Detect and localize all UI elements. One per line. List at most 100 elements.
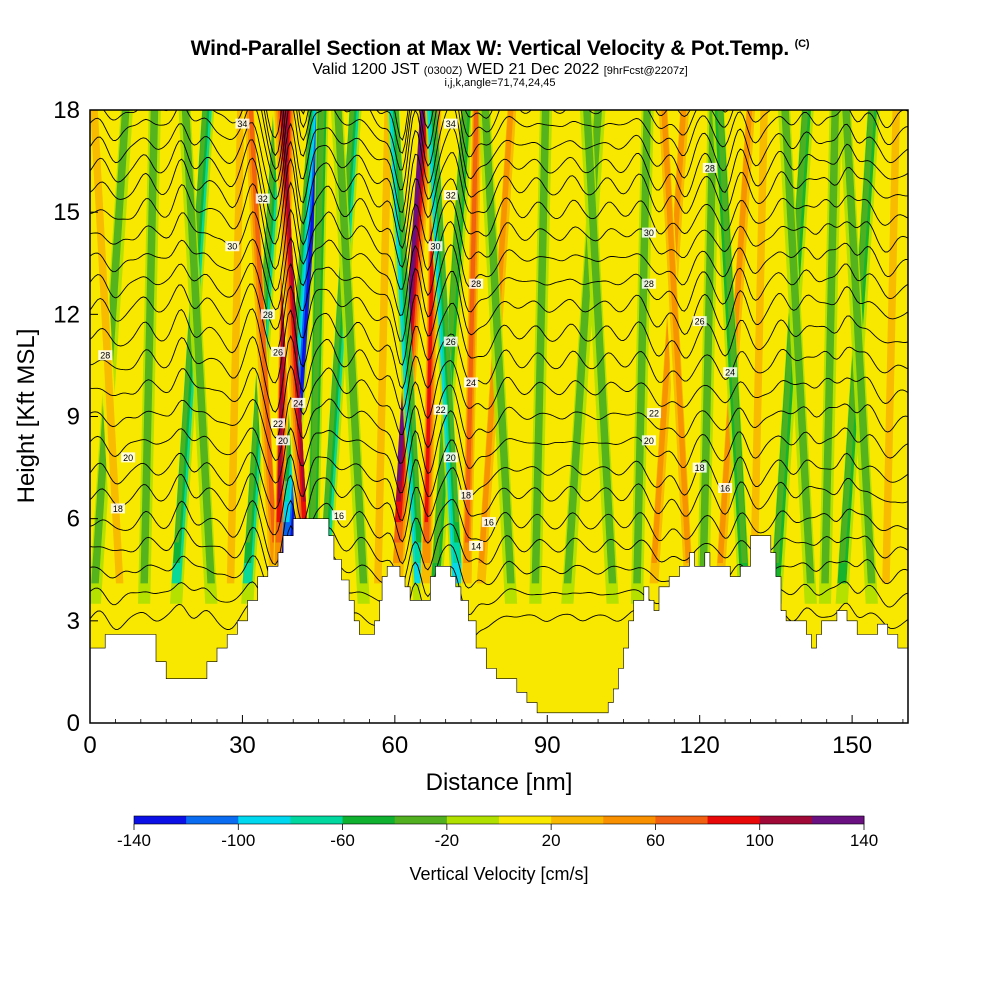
theta-label-bg [291, 397, 306, 408]
theta-label-text: 28 [644, 279, 654, 289]
theta-contour-label: 28 [641, 278, 656, 289]
theta-label-bg [433, 404, 448, 415]
velocity-contour-fill [90, 110, 124, 584]
theta-label-bg [98, 350, 113, 361]
theta-contour-label: 18 [458, 489, 473, 500]
theta-contour-label: 26 [443, 336, 458, 347]
theta-label-text: 32 [258, 194, 268, 204]
y-tick-label: 0 [67, 710, 80, 737]
theta-label-bg [110, 503, 125, 514]
theta-label-text: 28 [471, 279, 481, 289]
y-tick-label: 9 [67, 404, 80, 431]
theta-label-text: 32 [446, 191, 456, 201]
theta-contour-label: 24 [723, 367, 738, 378]
theta-label-bg [646, 408, 661, 419]
terrain-shape [90, 518, 908, 723]
theta-contour-label: 30 [428, 241, 443, 252]
x-axis: 0 30 60 90 120 150 [83, 715, 904, 759]
velocity-contour-fill [661, 110, 692, 563]
theta-contour-label: 26 [692, 316, 707, 327]
theta-label-text: 34 [237, 119, 247, 129]
theta-label-bg [641, 435, 656, 446]
theta-label-bg [270, 418, 285, 429]
theta-label-text: 20 [123, 453, 133, 463]
velocity-band [429, 110, 474, 604]
theta-contour-line [90, 523, 908, 589]
theta-contour-line [90, 178, 908, 270]
velocity-contour-fill [248, 110, 277, 543]
theta-label-text: 18 [461, 490, 471, 500]
velocity-contour-fill [432, 110, 459, 523]
colorbar-tick-label: -60 [330, 831, 355, 850]
valid-utc: (0300Z) [423, 65, 463, 77]
theta-label-text: 22 [436, 405, 446, 415]
theta-label-bg [331, 510, 346, 521]
theta-contour-label: 28 [98, 350, 113, 361]
theta-label-text: 22 [273, 419, 283, 429]
theta-contour-line [90, 467, 908, 543]
colorbar-swatch [342, 816, 396, 824]
colorbar-tick-label: 100 [746, 831, 774, 850]
colorbar-tick-label: 60 [646, 831, 665, 850]
velocity-contour-fill [481, 110, 515, 584]
theta-label-text: 20 [446, 453, 456, 463]
x-tick-label: 150 [832, 732, 872, 759]
theta-label-text: 20 [644, 436, 654, 446]
theta-label-bg [443, 336, 458, 347]
velocity-contour-fill [181, 110, 215, 584]
velocity-band [839, 110, 878, 604]
theta-label-text: 16 [720, 484, 730, 494]
theta-contour-line [90, 499, 908, 566]
velocity-band [424, 110, 464, 604]
y-tick-label: 18 [53, 97, 80, 124]
theta-contour-label: 26 [270, 346, 285, 357]
theta-label-text: 22 [649, 409, 659, 419]
theta-contour-line [90, 360, 908, 439]
theta-contour-label: 14 [469, 540, 484, 551]
colorbar-swatch [759, 816, 813, 824]
velocity-band [747, 110, 771, 604]
velocity-contour-fill [226, 110, 245, 584]
velocity-contour-fill [842, 110, 876, 584]
theta-contour-label: 20 [276, 435, 291, 446]
velocity-contour-fill [717, 110, 748, 563]
theta-label-bg [692, 462, 707, 473]
theta-label-bg [428, 241, 443, 252]
y-axis: 0 3 6 9 12 15 18 [53, 97, 98, 737]
y-axis-label: Height [Kft MSL] [13, 329, 40, 504]
theta-label-bg [443, 452, 458, 463]
colorbar-swatch [394, 816, 448, 824]
theta-contour-label: 20 [443, 452, 458, 463]
theta-contour-label: 34 [443, 118, 458, 129]
colorbar-swatch [551, 816, 604, 824]
x-tick-label: 90 [534, 732, 561, 759]
x-tick-label: 0 [83, 732, 96, 759]
theta-label-text: 16 [484, 518, 494, 528]
x-axis-label: Distance [nm] [426, 769, 573, 796]
theta-contour-label: 24 [464, 377, 479, 388]
theta-label-bg [469, 278, 484, 289]
colorbar-frame [133, 815, 865, 825]
theta-contour-line [90, 410, 908, 494]
theta-contour-label: 22 [646, 408, 661, 419]
theta-label-text: 16 [334, 511, 344, 521]
colorbar-tick-label: -140 [117, 831, 151, 850]
chart-title-mark: (C) [794, 38, 810, 50]
velocity-field [90, 110, 903, 604]
theta-label-text: 26 [273, 347, 283, 357]
velocity-band [478, 110, 518, 604]
velocity-band [879, 110, 903, 604]
theta-contour-line [90, 244, 908, 342]
theta-label-bg [443, 190, 458, 201]
colorbar-tick-label: 140 [850, 831, 878, 850]
y-tick-label: 12 [53, 301, 80, 328]
theta-label-text: 24 [293, 398, 303, 408]
y-tick-label: 15 [53, 199, 80, 226]
theta-label-bg [718, 483, 733, 494]
theta-contour-label: 28 [702, 162, 717, 173]
theta-label-bg [458, 489, 473, 500]
x-tick-label: 120 [680, 732, 720, 759]
velocity-contour-fill [394, 110, 421, 523]
colorbar-swatch [811, 816, 865, 824]
